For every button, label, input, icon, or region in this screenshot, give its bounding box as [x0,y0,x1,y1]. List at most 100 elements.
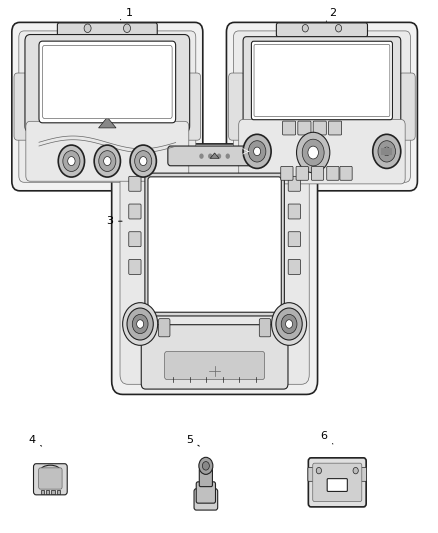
FancyBboxPatch shape [129,176,141,191]
Circle shape [63,151,80,172]
FancyBboxPatch shape [57,23,157,37]
Circle shape [124,24,131,33]
Circle shape [248,141,266,162]
FancyBboxPatch shape [308,458,366,507]
Bar [41,490,44,494]
FancyBboxPatch shape [288,232,300,247]
Ellipse shape [40,465,60,476]
Text: 1: 1 [120,9,133,20]
Circle shape [58,145,85,177]
FancyBboxPatch shape [239,119,405,184]
Circle shape [94,145,120,177]
FancyBboxPatch shape [26,122,189,181]
Circle shape [302,25,308,32]
FancyBboxPatch shape [145,173,284,316]
Circle shape [199,457,213,474]
Bar [51,490,55,494]
Circle shape [243,134,271,168]
Circle shape [302,139,324,166]
Ellipse shape [123,303,158,345]
FancyBboxPatch shape [313,121,326,135]
FancyBboxPatch shape [288,260,300,274]
FancyBboxPatch shape [283,121,296,135]
FancyBboxPatch shape [296,166,308,180]
Circle shape [84,24,91,33]
Ellipse shape [272,303,307,345]
Text: 5: 5 [186,435,199,446]
Circle shape [104,157,111,166]
FancyBboxPatch shape [308,467,321,481]
Circle shape [316,467,321,474]
FancyBboxPatch shape [25,35,190,132]
Text: 6: 6 [321,431,333,444]
Circle shape [297,132,330,173]
FancyBboxPatch shape [39,468,62,489]
FancyBboxPatch shape [226,22,417,191]
FancyBboxPatch shape [194,489,218,510]
FancyBboxPatch shape [229,73,245,140]
FancyBboxPatch shape [281,166,293,180]
FancyBboxPatch shape [259,319,271,337]
Circle shape [226,154,230,159]
FancyBboxPatch shape [42,45,172,118]
Polygon shape [99,117,116,128]
FancyBboxPatch shape [276,23,367,37]
FancyBboxPatch shape [251,41,392,120]
Circle shape [140,157,147,166]
Circle shape [281,314,297,334]
Text: 2: 2 [326,9,336,21]
FancyBboxPatch shape [120,154,309,384]
Circle shape [208,154,212,159]
FancyBboxPatch shape [233,31,410,182]
FancyBboxPatch shape [129,260,141,274]
Circle shape [276,308,302,340]
FancyBboxPatch shape [33,464,67,495]
Circle shape [199,154,204,159]
Circle shape [127,308,153,340]
FancyBboxPatch shape [298,121,311,135]
FancyBboxPatch shape [196,482,215,503]
Bar [57,490,60,494]
Circle shape [137,320,144,328]
Circle shape [99,151,116,172]
Circle shape [202,462,209,470]
Circle shape [217,154,221,159]
FancyBboxPatch shape [39,41,176,123]
Text: 3: 3 [106,216,122,226]
FancyBboxPatch shape [12,22,203,191]
FancyBboxPatch shape [159,319,170,337]
FancyBboxPatch shape [328,121,342,135]
FancyBboxPatch shape [112,144,318,394]
FancyBboxPatch shape [129,232,141,247]
Circle shape [353,467,358,474]
FancyBboxPatch shape [168,146,261,166]
FancyBboxPatch shape [399,73,415,140]
FancyBboxPatch shape [327,166,339,180]
FancyBboxPatch shape [354,467,367,481]
Bar [381,148,392,155]
Circle shape [373,134,401,168]
FancyBboxPatch shape [148,177,281,312]
FancyBboxPatch shape [288,204,300,219]
Text: 4: 4 [28,435,42,446]
FancyBboxPatch shape [165,352,265,379]
Circle shape [336,25,342,32]
Circle shape [254,147,261,156]
FancyBboxPatch shape [340,166,352,180]
FancyBboxPatch shape [19,31,196,182]
Circle shape [132,314,148,334]
FancyBboxPatch shape [184,73,201,140]
FancyBboxPatch shape [243,37,401,126]
Circle shape [383,147,390,156]
FancyBboxPatch shape [199,469,212,487]
Circle shape [135,151,152,172]
Circle shape [286,320,293,328]
Circle shape [68,157,75,166]
FancyBboxPatch shape [288,176,300,191]
Polygon shape [210,153,219,158]
Circle shape [378,141,396,162]
FancyBboxPatch shape [129,204,141,219]
FancyBboxPatch shape [313,463,362,502]
FancyBboxPatch shape [254,44,390,117]
Circle shape [308,146,318,159]
